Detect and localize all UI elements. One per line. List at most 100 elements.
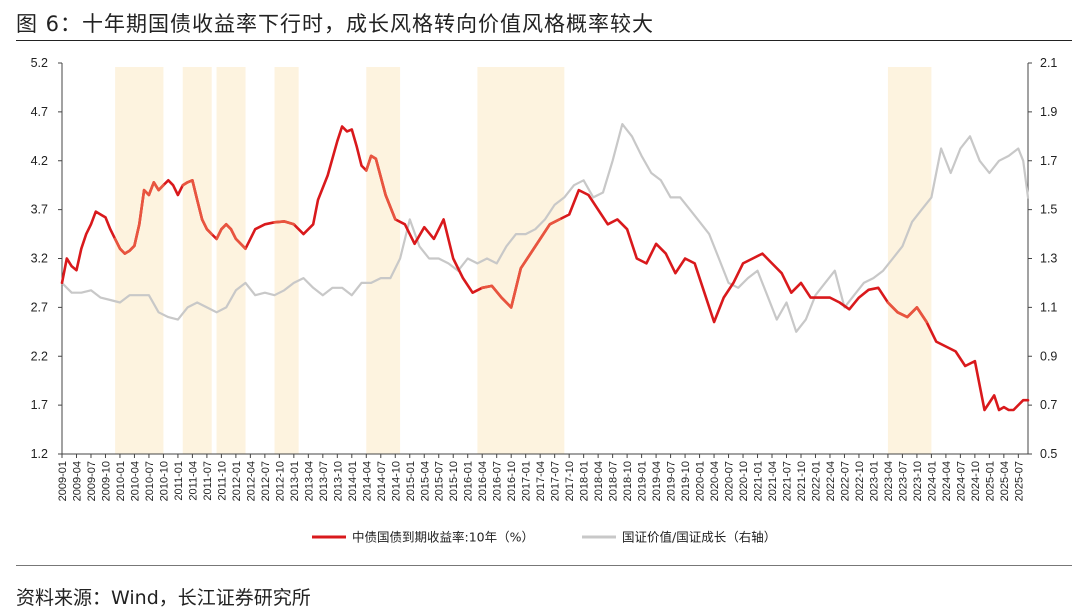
x-tick-label: 2015-07 [434, 461, 446, 501]
x-tick-label: 2014-04 [361, 461, 373, 501]
x-tick-label: 2023-01 [868, 461, 880, 501]
x-tick-label: 2012-01 [231, 461, 243, 501]
figure-title: 图 6：十年期国债收益率下行时，成长风格转向价值风格概率较大 [16, 12, 655, 36]
left-tick-label: 1.7 [31, 398, 48, 412]
left-tick-label: 2.2 [31, 349, 48, 363]
shaded-period [274, 67, 299, 454]
value-growth-ratio-line [60, 122, 1030, 333]
x-tick-label: 2016-10 [506, 461, 518, 501]
x-tick-label: 2017-10 [564, 461, 576, 501]
x-tick-label: 2015-01 [405, 461, 417, 501]
x-tick-label: 2018-07 [608, 461, 620, 501]
x-tick-label: 2020-04 [709, 461, 721, 501]
x-tick-label: 2024-07 [955, 461, 967, 501]
left-axis-ticks: 1.2 1.7 2.2 2.7 3.2 3.7 4.2 4.7 5.2 [31, 56, 62, 461]
bond-yield-shaded-segment [480, 218, 561, 309]
x-tick-label: 2012-04 [245, 461, 257, 501]
x-tick-label: 2023-10 [912, 461, 924, 501]
x-tick-label: 2009-10 [100, 461, 112, 501]
x-tick-label: 2022-07 [839, 461, 851, 501]
x-tick-label: 2025-07 [1013, 461, 1025, 501]
shaded-period [366, 67, 401, 454]
x-tick-label: 2024-10 [970, 461, 982, 501]
x-tick-label: 2021-07 [782, 461, 794, 501]
x-tick-label: 2025-01 [984, 461, 996, 501]
right-tick-label: 0.5 [1040, 447, 1057, 461]
right-tick-label: 1.5 [1040, 203, 1057, 217]
bond-yield-shaded-segment [886, 301, 928, 324]
x-tick-label: 2013-04 [303, 461, 315, 501]
line-chart: 1.2 1.7 2.2 2.7 3.2 3.7 4.2 4.7 5.2 0.5 0.7 0.9 1.1… [31, 56, 1058, 545]
x-tick-label: 2022-10 [854, 461, 866, 501]
right-tick-label: 1.3 [1040, 252, 1057, 266]
x-tick-label: 2010-04 [129, 461, 141, 501]
shaded-period [887, 67, 932, 454]
shaded-period [182, 67, 212, 454]
x-tick-label: 2019-04 [651, 461, 663, 501]
x-tick-label: 2010-10 [158, 461, 170, 501]
right-tick-label: 0.7 [1040, 398, 1057, 412]
left-tick-label: 2.7 [31, 300, 48, 314]
right-tick-label: 1.1 [1040, 300, 1057, 314]
x-tick-label: 2021-04 [767, 461, 779, 501]
source-note: 资料来源：Wind，长江证券研究所 [16, 587, 311, 609]
x-tick-label: 2021-01 [753, 461, 765, 501]
x-tick-label: 2009-04 [71, 461, 83, 501]
x-tick-label: 2016-01 [463, 461, 475, 501]
x-tick-label: 2017-04 [535, 461, 547, 501]
left-tick-label: 1.2 [31, 447, 48, 461]
left-tick-label: 4.7 [31, 105, 48, 119]
x-tick-label: 2017-07 [550, 461, 562, 501]
right-tick-label: 1.7 [1040, 154, 1057, 168]
x-tick-label: 2018-10 [622, 461, 634, 501]
left-tick-label: 4.2 [31, 154, 48, 168]
legend: 中债国债到期收益率:10年（%） 国证价值/国证成长（右轴） [312, 530, 776, 545]
x-tick-label: 2023-04 [883, 461, 895, 501]
x-tick-label: 2020-01 [695, 461, 707, 501]
x-tick-label: 2014-10 [390, 461, 402, 501]
right-tick-label: 2.1 [1040, 56, 1057, 70]
right-tick-label: 1.9 [1040, 105, 1057, 119]
x-tick-label: 2023-07 [897, 461, 909, 501]
x-tick-label: 2020-07 [724, 461, 736, 501]
x-tick-label: 2024-01 [926, 461, 938, 501]
x-tick-label: 2022-01 [810, 461, 822, 501]
series-lines [60, 122, 1030, 412]
x-tick-label: 2013-01 [289, 461, 301, 501]
x-tick-label: 2011-01 [173, 461, 185, 501]
x-tick-label: 2018-01 [579, 461, 591, 501]
bond-yield-shaded-segment [215, 223, 247, 250]
x-tick-label: 2019-10 [680, 461, 692, 501]
x-tick-label: 2009-07 [86, 461, 98, 501]
x-tick-label: 2016-07 [492, 461, 504, 501]
x-tick-label: 2011-04 [187, 461, 199, 501]
x-tick-label: 2025-04 [999, 461, 1011, 501]
x-tick-label: 2015-10 [448, 461, 460, 501]
shaded-periods [115, 67, 932, 454]
x-tick-label: 2009-01 [57, 461, 69, 501]
bond-yield-shaded-segment [364, 154, 397, 221]
x-tick-label: 2020-10 [738, 461, 750, 501]
bond-yield-shaded-segment [273, 220, 296, 226]
left-tick-label: 5.2 [31, 56, 48, 70]
right-tick-label: 0.9 [1040, 349, 1057, 363]
x-tick-label: 2015-04 [419, 461, 431, 501]
shaded-period [216, 67, 246, 454]
x-tick-label: 2014-07 [376, 461, 388, 501]
shaded-period [115, 67, 164, 454]
x-tick-label: 2013-10 [332, 461, 344, 501]
x-tick-label: 2011-07 [202, 461, 214, 501]
title-rule [16, 40, 1072, 41]
x-tick-label: 2016-04 [477, 461, 489, 501]
legend-label-yield: 中债国债到期收益率:10年（%） [352, 530, 534, 545]
left-tick-label: 3.2 [31, 252, 48, 266]
x-tick-label: 2010-01 [115, 461, 127, 501]
x-axis-ticks: 2009-01 2009-04 2009-07 2009-10 2010-01 2010-… [57, 454, 1025, 501]
bond-yield-shaded-segment [113, 181, 165, 255]
x-tick-label: 2011-10 [216, 461, 228, 501]
x-tick-label: 2019-07 [666, 461, 678, 501]
x-tick-label: 2013-07 [318, 461, 330, 501]
bond-yield-shaded-segment [181, 179, 213, 236]
x-tick-label: 2018-04 [593, 461, 605, 501]
x-tick-label: 2017-01 [521, 461, 533, 501]
